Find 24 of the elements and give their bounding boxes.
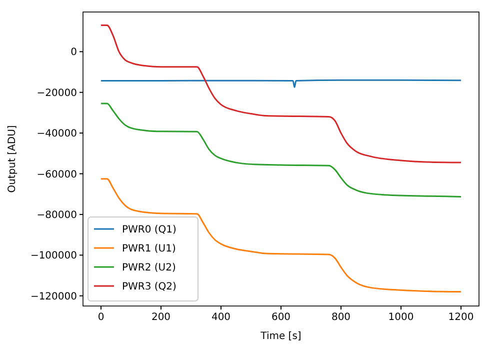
legend-label: PWR3 (Q2) bbox=[122, 282, 177, 292]
x-tick-label: 200 bbox=[151, 312, 171, 323]
line-series bbox=[100, 102, 462, 198]
y-tick-label: −60000 bbox=[36, 169, 77, 180]
legend-label: PWR1 (U1) bbox=[122, 244, 176, 254]
x-tick-label: 800 bbox=[331, 312, 351, 323]
legend-label: PWR0 (Q1) bbox=[122, 224, 177, 236]
x-tick-label: 600 bbox=[271, 312, 291, 323]
y-tick-label: −40000 bbox=[36, 128, 77, 140]
x-tick-label: 0 bbox=[98, 312, 104, 323]
line-series bbox=[100, 178, 462, 293]
line-series bbox=[100, 24, 462, 164]
y-tick-label: −120000 bbox=[30, 291, 77, 302]
legend-label: PWR2 (U2) bbox=[122, 262, 176, 274]
y-axis-title: Output [ADU] bbox=[7, 125, 18, 193]
y-tick-label: −100000 bbox=[30, 250, 77, 262]
y-tick-label: 0 bbox=[70, 47, 77, 58]
y-tick-label: −20000 bbox=[36, 88, 77, 99]
x-tick-label: 1200 bbox=[448, 312, 474, 323]
y-tick-label: −80000 bbox=[36, 210, 77, 221]
x-tick-label: 1000 bbox=[388, 312, 414, 323]
line-series bbox=[100, 79, 462, 88]
x-axis-title: Time [s] bbox=[260, 331, 302, 342]
x-tick-label: 400 bbox=[211, 312, 231, 323]
